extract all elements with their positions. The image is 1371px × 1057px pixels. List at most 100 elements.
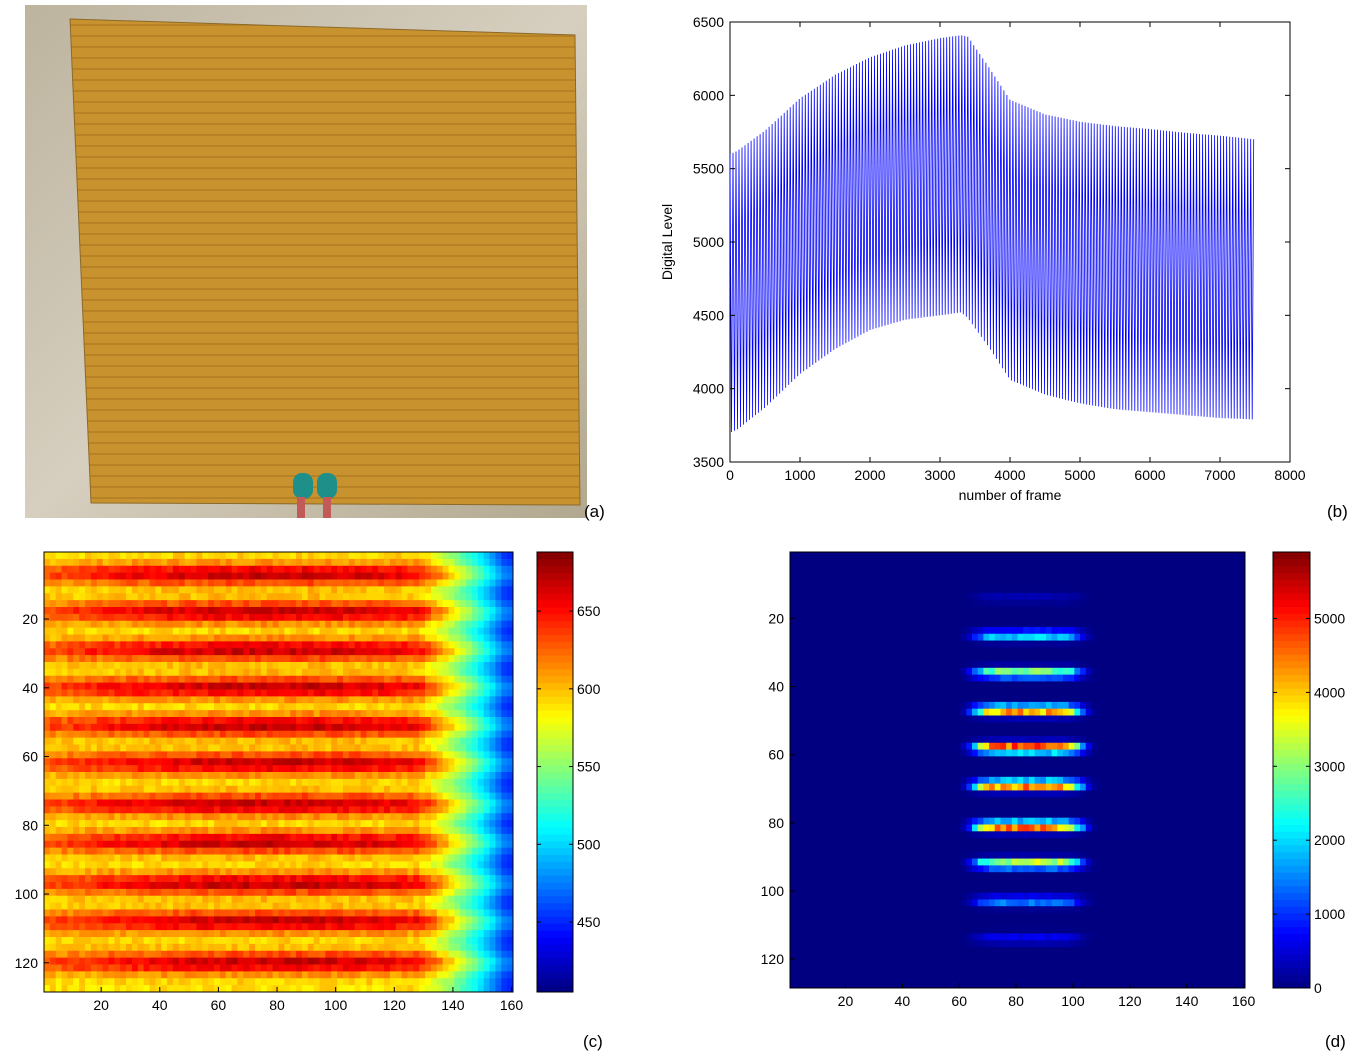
heatmap-cell: [96, 778, 104, 787]
heatmap-cell: [167, 586, 174, 594]
heatmap-cell: [161, 558, 168, 567]
heatmap-cell: [237, 827, 244, 835]
heatmap-cell: [73, 937, 80, 945]
heatmap-cell: [202, 930, 209, 938]
heatmap-cell: [96, 668, 104, 677]
heatmap-cell: [290, 552, 297, 560]
heatmap-cell: [190, 579, 197, 587]
heatmap-cell: [178, 888, 186, 897]
heatmap-cell: [384, 909, 391, 917]
heatmap-cell: [237, 737, 244, 745]
heatmap-cell: [460, 909, 467, 917]
heatmap-cell: [378, 641, 385, 649]
heatmap-cell: [67, 792, 74, 800]
heatmap-cell: [114, 662, 121, 670]
heatmap-cell: [178, 744, 186, 752]
heatmap-cell: [507, 675, 514, 684]
heatmap-cell: [190, 717, 197, 725]
heatmap-cell: [96, 613, 104, 622]
heatmap-cell: [149, 847, 156, 855]
heatmap-cell: [307, 600, 315, 608]
heatmap-cell: [319, 758, 326, 766]
heatmap-cell: [196, 703, 203, 711]
heatmap-cell: [161, 957, 168, 965]
heatmap-cell: [114, 737, 121, 745]
heatmap-cell: [272, 730, 279, 739]
heatmap-cell: [384, 600, 391, 608]
heatmap-cell: [425, 682, 432, 690]
heatmap-cell: [448, 813, 455, 821]
heatmap-cell: [155, 930, 162, 938]
heatmap-cell: [471, 710, 479, 718]
heatmap-cell: [44, 799, 51, 807]
heatmap-cell: [260, 847, 268, 855]
heatmap-cell: [67, 572, 74, 580]
heatmap-cell: [389, 854, 397, 862]
heatmap-cell: [243, 737, 250, 745]
heatmap-cell: [430, 813, 438, 821]
heatmap-cell: [395, 730, 403, 739]
heatmap-cell: [143, 572, 150, 580]
heatmap-cell: [73, 895, 80, 904]
heatmap-cell: [167, 682, 174, 690]
heatmap-cell: [249, 902, 256, 910]
heatmap-cell: [114, 820, 121, 828]
heatmap-cell: [196, 840, 203, 849]
heatmap-cell: [442, 758, 449, 766]
heatmap-cell: [196, 765, 203, 773]
heatmap-cell: [413, 627, 420, 635]
heatmap-cell: [266, 765, 274, 773]
heatmap-cell: [85, 943, 92, 952]
heatmap-cell: [278, 765, 285, 773]
heatmap-cell: [483, 751, 490, 759]
heatmap-cell: [348, 930, 356, 938]
heatmap-cell: [167, 744, 174, 752]
heatmap-cell: [214, 861, 221, 869]
heatmap-cell: [79, 572, 86, 580]
heatmap-cell: [477, 758, 485, 766]
heatmap-cell: [167, 668, 174, 677]
heatmap-cell: [378, 895, 385, 904]
heatmap-cell: [372, 971, 379, 979]
heatmap-cell: [208, 696, 215, 704]
heatmap-cell: [79, 600, 86, 608]
heatmap-cell: [196, 937, 203, 945]
heatmap-cell: [501, 710, 508, 718]
heatmap-cell: [208, 634, 215, 642]
heatmap-cell: [85, 593, 92, 601]
heatmap-cell: [272, 792, 279, 800]
heatmap-cell: [219, 957, 227, 965]
heatmap-cell: [143, 758, 150, 766]
heatmap-cell: [313, 703, 320, 711]
heatmap-cell: [131, 675, 139, 684]
heatmap-cell: [73, 620, 80, 629]
heatmap-cell: [172, 909, 180, 917]
y-tick-label-b: 6000: [693, 87, 724, 103]
heatmap-cell: [137, 937, 145, 945]
heatmap-cell: [202, 710, 209, 718]
heatmap-cell: [507, 662, 514, 670]
heatmap-cell: [55, 868, 62, 876]
heatmap-cell: [507, 703, 514, 711]
heatmap-cell: [102, 813, 109, 821]
heatmap-cell: [471, 827, 479, 835]
heatmap-cell: [108, 579, 115, 587]
heatmap-cell: [290, 737, 297, 745]
heatmap-cell: [290, 613, 297, 622]
heatmap-cell: [172, 579, 180, 587]
heatmap-cell: [219, 682, 227, 690]
heatmap-cell: [401, 964, 408, 972]
heatmap-cell: [196, 655, 203, 663]
heatmap-cell: [167, 930, 174, 938]
heatmap-cell: [407, 723, 414, 732]
heatmap-cell: [442, 648, 449, 656]
heatmap-cell: [395, 875, 403, 883]
heatmap-cell: [126, 840, 133, 849]
heatmap-cell: [507, 799, 514, 807]
heatmap-cell: [442, 593, 449, 601]
heatmap-cell: [296, 772, 303, 780]
heatmap-cell: [407, 593, 414, 601]
heatmap-cell: [208, 868, 215, 876]
heatmap-cell: [67, 723, 74, 732]
heatmap-cell: [360, 957, 367, 965]
